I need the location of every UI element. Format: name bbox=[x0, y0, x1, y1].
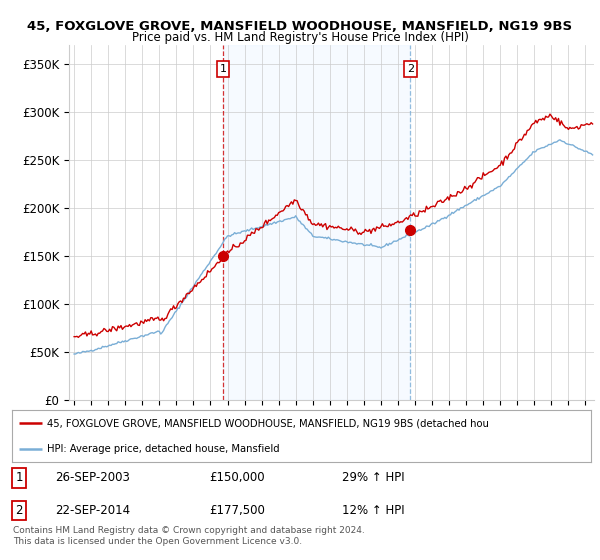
Text: Contains HM Land Registry data © Crown copyright and database right 2024.
This d: Contains HM Land Registry data © Crown c… bbox=[13, 526, 365, 546]
Text: 22-SEP-2014: 22-SEP-2014 bbox=[55, 504, 131, 517]
Text: 2: 2 bbox=[15, 504, 23, 517]
Text: 12% ↑ HPI: 12% ↑ HPI bbox=[342, 504, 404, 517]
Text: 1: 1 bbox=[15, 471, 23, 484]
Text: 45, FOXGLOVE GROVE, MANSFIELD WOODHOUSE, MANSFIELD, NG19 9BS (detached hou: 45, FOXGLOVE GROVE, MANSFIELD WOODHOUSE,… bbox=[47, 418, 488, 428]
Bar bbox=[223, 45, 410, 400]
Text: 29% ↑ HPI: 29% ↑ HPI bbox=[342, 471, 404, 484]
Text: 2: 2 bbox=[407, 64, 414, 74]
Text: 26-SEP-2003: 26-SEP-2003 bbox=[55, 471, 130, 484]
Text: £177,500: £177,500 bbox=[209, 504, 265, 517]
Text: £150,000: £150,000 bbox=[209, 471, 265, 484]
Text: 1: 1 bbox=[220, 64, 226, 74]
Text: HPI: Average price, detached house, Mansfield: HPI: Average price, detached house, Mans… bbox=[47, 444, 280, 454]
Text: 45, FOXGLOVE GROVE, MANSFIELD WOODHOUSE, MANSFIELD, NG19 9BS: 45, FOXGLOVE GROVE, MANSFIELD WOODHOUSE,… bbox=[28, 20, 572, 32]
Text: Price paid vs. HM Land Registry's House Price Index (HPI): Price paid vs. HM Land Registry's House … bbox=[131, 31, 469, 44]
